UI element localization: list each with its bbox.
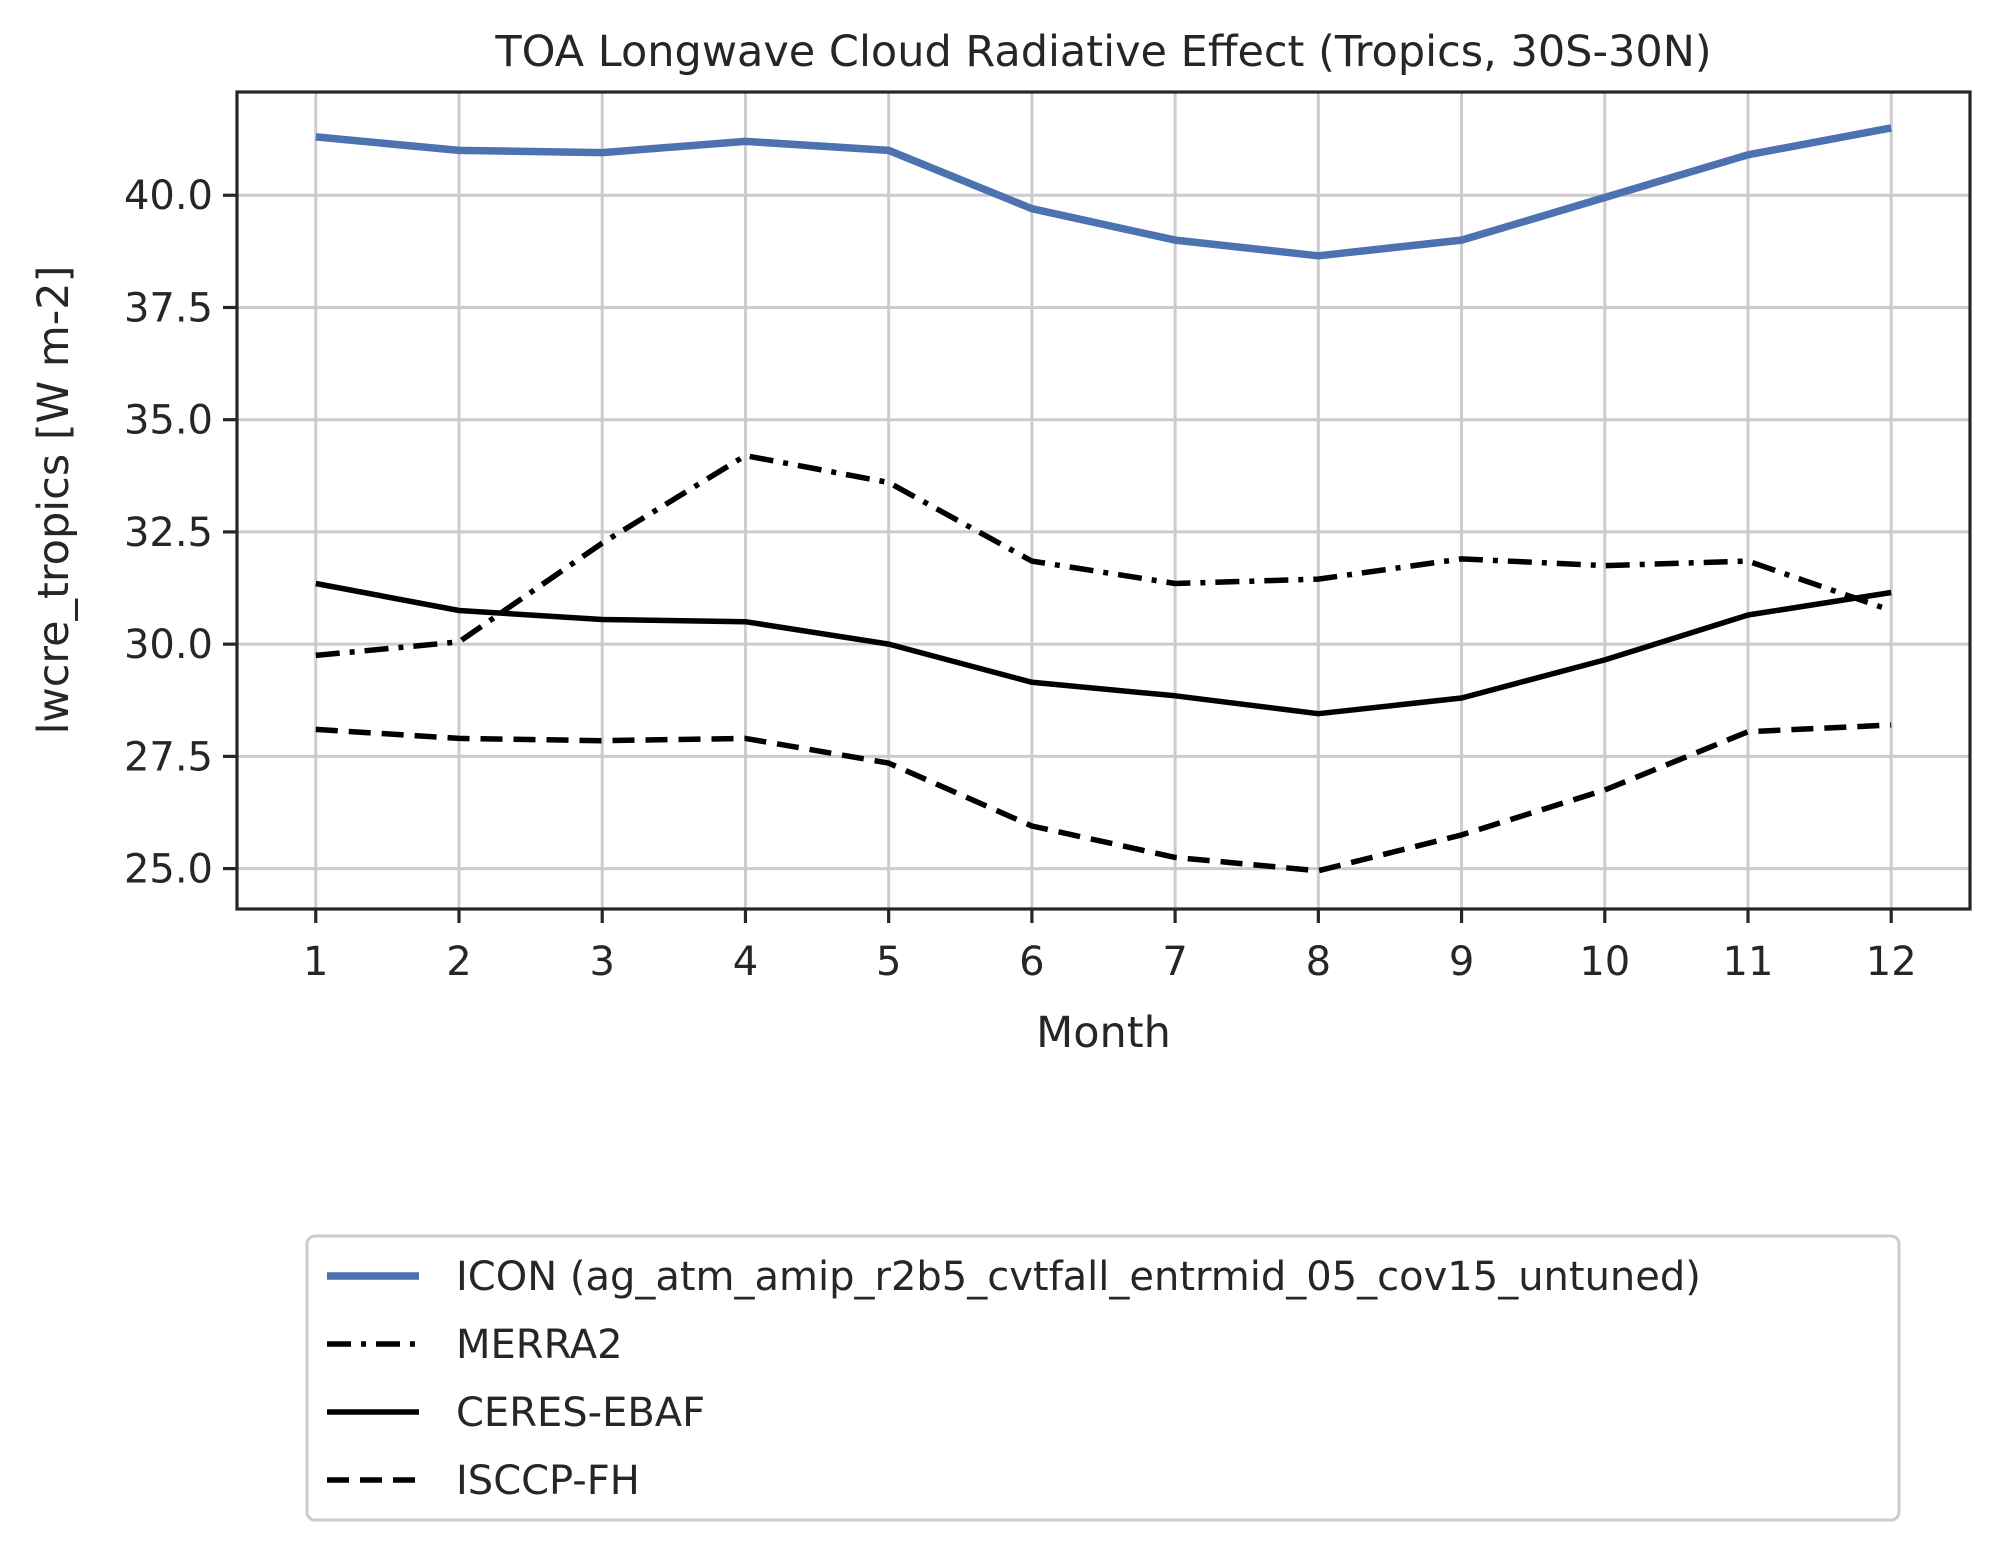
x-tick-label: 4	[733, 939, 758, 985]
y-axis-label: lwcre_tropics [W m-2]	[29, 266, 79, 735]
x-tick-label: 9	[1449, 939, 1474, 985]
tick-layer: 1 2 3 4 5 6 7 8 9 10 11 1225.027.530.032.535.037.54…	[124, 173, 1917, 985]
legend-label-1: ICON (ag_atm_amip_r2b5_cvtfall_entrmid_0…	[456, 1254, 1701, 1300]
x-axis-label: Month	[1036, 1008, 1171, 1058]
x-tick-label: 12	[1866, 939, 1917, 985]
legend-label-2: MERRA2	[456, 1322, 623, 1368]
x-tick-label: 3	[589, 939, 614, 985]
x-tick-label: 11	[1723, 939, 1774, 985]
series-layer	[315, 124, 1893, 874]
x-tick-label: 2	[446, 939, 471, 985]
series-line-4	[315, 722, 1892, 874]
legend-box	[305, 1234, 1901, 1522]
legend-label-3: CERES-EBAF	[456, 1390, 705, 1436]
y-tick-label: 30.0	[124, 622, 213, 668]
x-tick-label: 7	[1162, 939, 1187, 985]
x-tick-label: 6	[1019, 939, 1044, 985]
x-tick-label: 8	[1306, 939, 1331, 985]
x-tick-label: 5	[876, 939, 901, 985]
y-tick-label: 27.5	[124, 734, 213, 780]
chart-title: TOA Longwave Cloud Radiative Effect (Tro…	[494, 27, 1711, 77]
legend-label-4: ISCCP-FH	[456, 1458, 640, 1504]
plot-frame	[235, 90, 1972, 911]
series-line-1	[315, 124, 1892, 260]
series-line-2	[315, 452, 1893, 659]
x-tick-label: 1	[303, 939, 328, 985]
series-line-3	[315, 580, 1892, 717]
y-tick-label: 37.5	[124, 285, 213, 331]
y-tick-label: 35.0	[124, 398, 213, 444]
x-tick-label: 10	[1579, 939, 1630, 985]
legend: ICON (ag_atm_amip_r2b5_cvtfall_entrmid_0…	[305, 1234, 1901, 1522]
y-tick-label: 32.5	[124, 510, 213, 556]
y-tick-label: 25.0	[124, 847, 213, 893]
grid-layer	[237, 92, 1970, 909]
y-tick-label: 40.0	[124, 173, 213, 219]
